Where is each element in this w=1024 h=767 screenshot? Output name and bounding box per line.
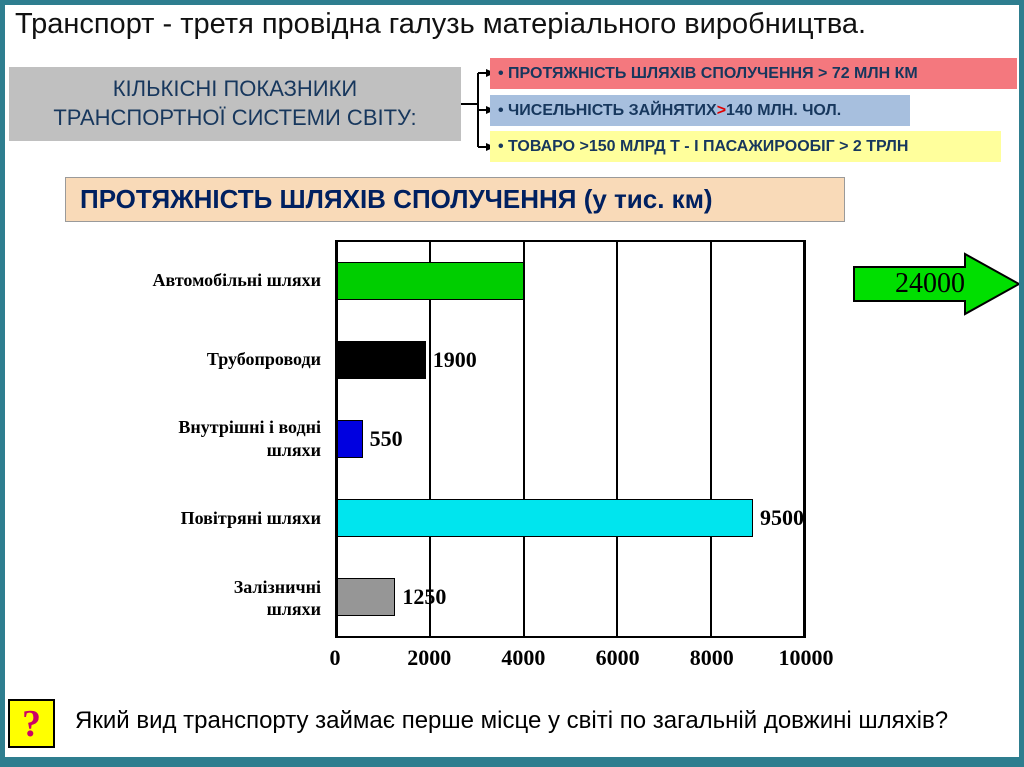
bar-value-label: 1250 xyxy=(402,583,447,609)
bar-row: 9500 xyxy=(337,478,804,557)
bar-value-label: 1900 xyxy=(432,347,477,373)
slide-title: Транспорт - третя провідна галузь матері… xyxy=(15,8,867,40)
indicator-employment-suffix: 140 МЛН. ЧОЛ. xyxy=(726,101,842,119)
category-label-auto-roads: Автомобільні шляхи xyxy=(152,269,321,290)
bar-value-label: 550 xyxy=(369,425,403,451)
indicator-route-length-text: • ПРОТЯЖНІСТЬ ШЛЯХІВ СПОЛУЧЕННЯ > 72 МЛН… xyxy=(498,64,918,82)
bar-value-label: 9500 xyxy=(760,504,804,530)
x-tick: 4000 xyxy=(501,645,546,670)
bar-inland-waterways xyxy=(337,419,363,458)
chart-title: ПРОТЯЖНІСТЬ ШЛЯХІВ СПОЛУЧЕННЯ (у тис. км… xyxy=(65,177,845,222)
right-arrow-icon xyxy=(853,252,1019,316)
category-label-railways: Залізничні шляхи xyxy=(233,576,321,620)
question-mark-icon: ? xyxy=(8,699,55,748)
bar-auto-roads xyxy=(337,262,524,301)
gridline xyxy=(803,242,805,636)
x-tick: 10000 xyxy=(778,645,834,670)
gray-box-line2: ТРАНСПОРТНОЇ СИСТЕМИ СВІТУ: xyxy=(53,105,417,130)
offscale-value-arrow: 24000 xyxy=(853,251,1019,317)
category-label-inland-waterways: Внутрішні і водні шляхи xyxy=(178,417,321,460)
connector-lines xyxy=(461,69,495,151)
arrow-value-label: 24000 xyxy=(895,268,965,299)
question-text: Який вид транспорту займає перше місце у… xyxy=(75,707,949,734)
indicator-employment-prefix: • ЧИСЕЛЬНІСТЬ ЗАЙНЯТИХ xyxy=(498,101,717,119)
indicator-turnover: • ТОВАРО >150 МЛРД Т - І ПАСАЖИРООБІГ > … xyxy=(490,131,1001,162)
category-label-airways: Повітряні шляхи xyxy=(180,508,321,529)
x-tick: 8000 xyxy=(689,645,734,670)
indicator-turnover-text: • ТОВАРО >150 МЛРД Т - І ПАСАЖИРООБІГ > … xyxy=(498,137,909,155)
bar-row: 550 xyxy=(337,400,804,479)
bar-pipelines xyxy=(337,341,426,380)
quantitative-indicators-title-box: КІЛЬКІСНІ ПОКАЗНИКИ ТРАНСПОРТНОЇ СИСТЕМИ… xyxy=(9,67,461,141)
x-tick: 2000 xyxy=(407,645,452,670)
bar-row: 1250 xyxy=(337,557,804,636)
indicator-employment-gt: > xyxy=(716,101,727,119)
category-labels: Автомобільні шляхи Трубопроводи Внутрішн… xyxy=(135,240,331,638)
bar-row xyxy=(337,242,804,321)
gridline xyxy=(522,242,525,636)
bar-railways xyxy=(337,577,396,616)
indicator-route-length: • ПРОТЯЖНІСТЬ ШЛЯХІВ СПОЛУЧЕННЯ > 72 МЛН… xyxy=(490,58,1017,89)
gridline xyxy=(709,242,712,636)
indicator-employment: • ЧИСЕЛЬНІСТЬ ЗАЙНЯТИХ > 140 МЛН. ЧОЛ. xyxy=(490,95,910,126)
gridline xyxy=(429,242,432,636)
gray-box-line1: КІЛЬКІСНІ ПОКАЗНИКИ xyxy=(112,76,358,102)
x-tick: 0 xyxy=(329,645,341,670)
gridline xyxy=(616,242,619,636)
x-axis-labels: 0 2000 4000 6000 8000 10000 xyxy=(330,645,834,677)
bar-row: 1900 xyxy=(337,321,804,400)
question-mark-glyph: ? xyxy=(22,702,41,745)
bar-airways xyxy=(337,498,753,537)
plot-area: 1900 550 9500 1250 xyxy=(335,240,806,638)
category-label-pipelines: Трубопроводи xyxy=(206,349,321,370)
x-tick: 6000 xyxy=(595,645,640,670)
bar-rows: 1900 550 9500 1250 xyxy=(337,242,804,636)
